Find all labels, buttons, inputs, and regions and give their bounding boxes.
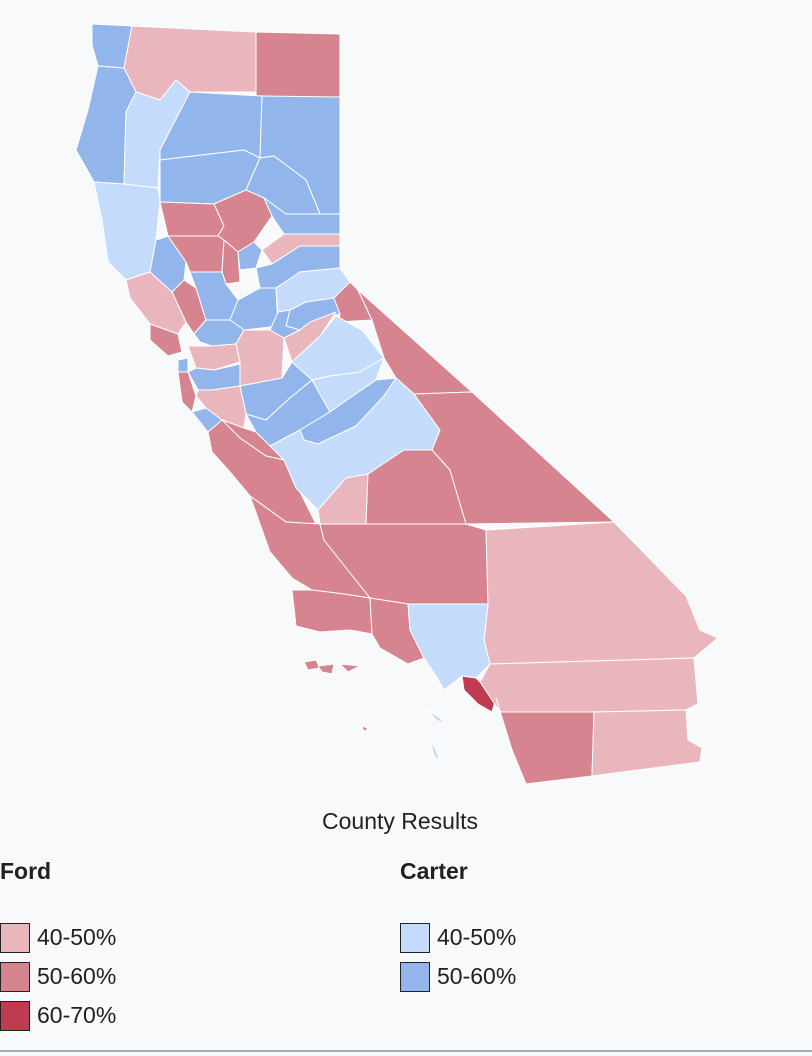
county-siskiyou — [123, 25, 257, 101]
county-san-francisco — [177, 357, 189, 373]
county-yuba — [237, 241, 263, 271]
county-san-mateo — [177, 371, 197, 413]
county-sacramento — [229, 287, 279, 331]
legend-carter-title: Carter — [400, 858, 468, 884]
map-caption: County Results — [322, 808, 478, 834]
legend-label: 40-50% — [437, 924, 517, 950]
legend-swatch — [400, 961, 430, 992]
legend-label: 50-60% — [437, 963, 517, 989]
county-san-bernardino — [483, 521, 719, 665]
legend-carter: Carter 40-50% 50-60% — [400, 858, 516, 996]
legend-ford-item: 50-60% — [0, 957, 116, 996]
island-san-clemente — [429, 739, 441, 763]
legend-swatch — [0, 1000, 30, 1031]
legend-swatch — [400, 922, 430, 953]
legend-label: 60-70% — [37, 1002, 117, 1028]
county-orange — [461, 675, 497, 713]
county-inyo — [413, 391, 615, 525]
county-san-joaquin — [235, 329, 285, 387]
county-los-angeles — [407, 603, 491, 691]
island-santa-barbara — [361, 725, 369, 733]
bottom-border — [0, 1050, 812, 1052]
county-santa-barbara — [291, 589, 373, 635]
county-mendocino — [93, 181, 161, 281]
legend-label: 50-60% — [37, 963, 117, 989]
county-glenn — [159, 201, 225, 237]
legend-ford-title: Ford — [0, 858, 52, 884]
legend-swatch — [0, 922, 30, 953]
legend-label: 40-50% — [37, 924, 117, 950]
legend-swatch — [0, 961, 30, 992]
county-marin — [149, 323, 183, 357]
county-modoc — [255, 31, 341, 98]
legend-ford: Ford 40-50% 50-60% 60-70% — [0, 858, 116, 1035]
legend-ford-item: 40-50% — [0, 918, 116, 957]
island-santa-cruz — [317, 663, 335, 675]
legend-carter-item: 40-50% — [400, 918, 516, 957]
legend-ford-item: 60-70% — [0, 996, 116, 1035]
county-sonoma — [125, 271, 187, 335]
california-county-map — [75, 23, 719, 785]
county-sutter — [221, 239, 241, 285]
legend-carter-item: 50-60% — [400, 957, 516, 996]
island-anacapa — [339, 663, 361, 673]
county-riverside — [479, 657, 699, 713]
island-santa-catalina — [427, 709, 445, 725]
county-imperial — [591, 709, 703, 777]
island-santa-rosa — [303, 659, 321, 671]
